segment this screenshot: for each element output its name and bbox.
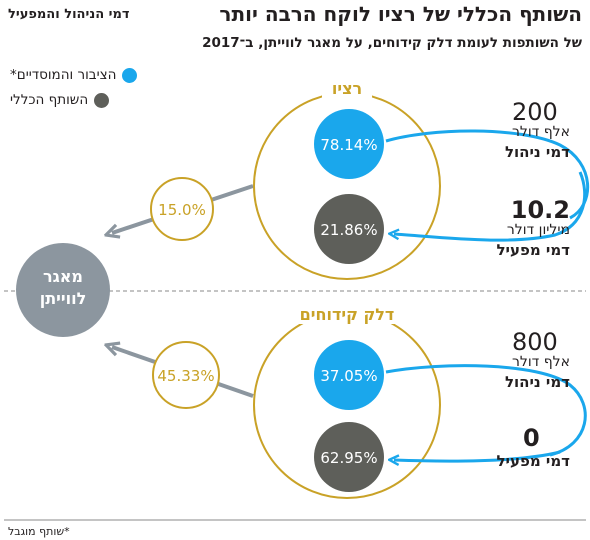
fee-flow-path-delek: [385, 364, 587, 457]
public-share-value-delek: 37.05%: [320, 367, 377, 385]
management-fee-unit-ratio: אלף דולר: [511, 124, 570, 140]
gp-share-value-delek: 62.95%: [320, 449, 377, 467]
stake-circle-ratio: [150, 177, 214, 241]
fee-flow-arrow-ratio: [394, 171, 587, 242]
partnership-name-delek: דלק קידוחים: [300, 305, 395, 324]
legend-swatch-gp: [94, 92, 110, 108]
page-title: השותף הכללי של רציו לוקח הרבה יותר: [219, 2, 582, 26]
stake-value-ratio: 15.0%: [158, 201, 206, 219]
partnership-name-bg-delek: [296, 304, 400, 324]
operator-fee-label-delek: דמי מפעיל: [496, 452, 570, 470]
legend-item-public: הציבור והמוסדיים*: [10, 67, 138, 83]
stake-circle-delek: [152, 341, 220, 409]
management-fee-amount-ratio: 200: [512, 98, 558, 126]
reservoir-label-line2: לווייתן: [40, 289, 87, 308]
legend-label-gp: השותף הכללי: [10, 92, 89, 108]
operator-fee-amount-ratio: 10.2: [510, 196, 570, 224]
operator-fee-amount-delek: 0: [523, 424, 540, 452]
partnership-name-bg-ratio: [322, 80, 372, 98]
management-fee-label-delek: דמי ניהול: [504, 373, 570, 391]
legend-label-public: הציבור והמוסדיים*: [10, 67, 117, 83]
stake-value-delek: 45.33%: [157, 367, 214, 385]
page-subtitle: של השותפות לעומת דלק קידוחים, על מאגר לו…: [202, 35, 582, 51]
management-fee-amount-delek: 800: [512, 328, 558, 356]
partnership-name-ratio: רציו: [332, 79, 362, 98]
legend-item-gp: השותף הכללי: [10, 92, 110, 108]
public-share-circle-ratio: [314, 109, 384, 179]
gp-share-value-ratio: 21.86%: [320, 221, 377, 239]
management-fee-unit-delek: אלף דולר: [511, 354, 570, 370]
operator-fee-label-ratio: דמי מפעיל: [496, 241, 570, 259]
fee-flow-arrow-delek: [394, 450, 561, 461]
reservoir-circle: [16, 243, 110, 337]
footnote: *שותף מוגבל: [8, 525, 70, 538]
fee-flow-path-ratio: [385, 129, 590, 220]
gp-share-circle-delek: [314, 422, 384, 492]
kicker-label: דמי הניהול והמפעיל: [8, 7, 130, 22]
public-share-value-ratio: 78.14%: [320, 136, 377, 154]
legend-swatch-public: [122, 67, 138, 83]
reservoir-label-line1: מאגר: [43, 267, 83, 286]
management-fee-label-ratio: דמי ניהול: [504, 143, 570, 161]
gp-share-circle-ratio: [314, 194, 384, 264]
public-share-circle-delek: [314, 340, 384, 410]
operator-fee-unit-ratio: מיליון דולר: [506, 222, 570, 238]
